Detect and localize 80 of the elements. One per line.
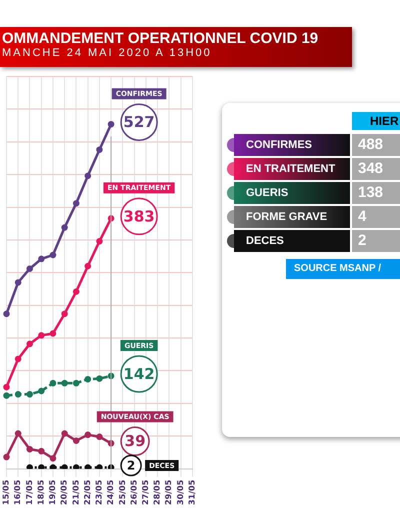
x-tick-label: 17/05: [24, 479, 34, 505]
x-tick-label: 29/05: [164, 479, 174, 505]
point: [96, 464, 103, 469]
point: [72, 464, 80, 469]
point: [14, 430, 22, 437]
point: [38, 332, 45, 339]
category-label: DECES: [234, 230, 350, 252]
point: [72, 288, 80, 295]
point: [26, 340, 33, 348]
category-label: CONFIRMES: [234, 134, 350, 156]
x-tick-label: 23/05: [94, 479, 104, 505]
category-label: EN TRAITEMENT: [234, 158, 350, 180]
point: [3, 392, 10, 399]
point: [96, 434, 103, 440]
point: [38, 256, 45, 262]
x-tick-label: 26/05: [129, 479, 138, 505]
point: [96, 146, 103, 153]
point: [50, 330, 56, 337]
point: [61, 224, 68, 231]
point: [72, 437, 80, 444]
point: [61, 430, 68, 437]
chart-subtitle: MANCHE 24 MAI 2020 A 13H00: [1, 47, 213, 59]
x-tick-label: 20/05: [60, 479, 69, 505]
x-tick-label: 25/05: [118, 479, 127, 505]
x-tick-label: 31/05: [187, 479, 196, 505]
x-tick-label: 18/05: [36, 479, 46, 505]
point: [26, 265, 33, 272]
x-tick-label: 27/05: [141, 479, 150, 505]
data-label: 138: [352, 182, 400, 204]
category-label: FORME GRAVE: [234, 206, 350, 228]
x-tick-label: 30/05: [176, 479, 185, 505]
x-tick-label: 19/05: [48, 479, 58, 505]
category-label: GUERIS: [234, 182, 350, 204]
x-tick-label: 22/05: [82, 479, 92, 505]
data-label: 39: [124, 432, 146, 450]
point: [84, 432, 92, 438]
data-label: 142: [123, 364, 155, 383]
point: [14, 391, 22, 398]
point: [26, 391, 33, 398]
point: [50, 380, 56, 386]
x-tick-label: 16/05: [13, 479, 22, 505]
point: [26, 464, 33, 469]
x-tick-label: 28/05: [152, 479, 162, 505]
data-label: 2: [126, 458, 136, 473]
data-label: 488: [352, 134, 400, 156]
x-tick-label: 24/05: [106, 479, 116, 505]
point: [38, 448, 45, 454]
data-label: 348: [352, 158, 400, 180]
point: [26, 446, 33, 452]
point: [108, 120, 114, 128]
point: [84, 376, 92, 382]
point: [96, 375, 103, 382]
source-note: SOURCE MSANP /: [286, 259, 400, 279]
point: [3, 454, 10, 460]
point: [50, 464, 56, 469]
text: HIER: [352, 112, 400, 130]
chart-title: OMMANDEMENT OPERATIONNEL COVID 19: [1, 29, 320, 47]
point: [96, 238, 103, 245]
point: [14, 279, 22, 286]
point: [61, 380, 68, 386]
data-label: 527: [123, 113, 155, 132]
point: [84, 172, 92, 180]
data-label: 4: [352, 206, 400, 228]
point: [50, 252, 56, 258]
point: [3, 310, 10, 318]
point: [14, 356, 22, 362]
data-label: 2: [352, 230, 400, 252]
point: [50, 455, 56, 462]
point: [84, 464, 92, 469]
point: [38, 388, 45, 394]
point: [3, 384, 10, 390]
point: [61, 464, 68, 469]
data-label: 383: [123, 207, 155, 226]
x-tick-label: 21/05: [71, 479, 80, 505]
point: [61, 310, 68, 318]
point: [84, 262, 92, 270]
point: [72, 200, 80, 207]
point: [72, 380, 80, 386]
x-tick-label: 15/05: [2, 479, 11, 505]
point: [38, 464, 45, 469]
